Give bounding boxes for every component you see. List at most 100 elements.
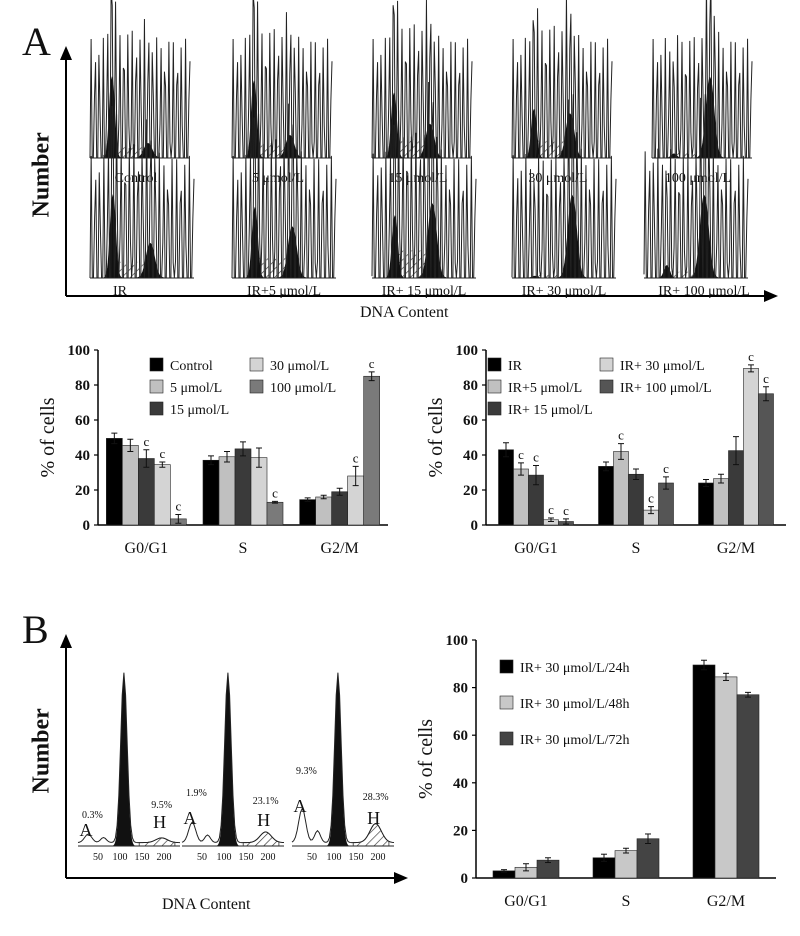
histogram-outline <box>89 0 191 159</box>
significance-marker: c <box>175 499 181 514</box>
histogram-row2 <box>371 81 477 279</box>
category-label: G2/M <box>707 893 745 910</box>
legend-swatch <box>499 659 514 674</box>
y-tick-label: 60 <box>75 413 90 429</box>
y-tick-label: 100 <box>446 633 469 649</box>
histogram-outline <box>511 94 617 279</box>
hist-tick-label: 150 <box>239 852 254 863</box>
panel-b-label: B <box>22 607 49 652</box>
y-tick-label: 40 <box>463 448 478 464</box>
histogram-label: 5 μmol/L <box>252 171 304 186</box>
legend-swatch <box>149 401 164 416</box>
y-tick-label: 0 <box>471 518 479 534</box>
histogram-label: 30 μmol/L <box>528 171 587 186</box>
hist-tick-label: 50 <box>197 852 207 863</box>
bar <box>628 473 644 526</box>
hyperploid-marker: H <box>367 808 380 828</box>
panel-a-dna-label: DNA Content <box>360 304 449 321</box>
hist-tick-label: 150 <box>349 852 364 863</box>
legend-swatch <box>599 357 614 372</box>
bar <box>758 393 774 526</box>
histogram-row1 <box>511 0 613 159</box>
significance-marker: c <box>663 461 669 476</box>
legend-swatch <box>249 379 264 394</box>
histogram-label: IR+ 30 μmol/L <box>522 284 607 299</box>
y-tick-label: 40 <box>75 448 90 464</box>
histogram-row2 <box>511 94 617 279</box>
panel-b-dna-label: DNA Content <box>162 896 251 913</box>
histogram-outline <box>89 105 195 279</box>
apoptosis-marker: A <box>80 820 93 840</box>
histogram-outline <box>231 0 333 159</box>
y-tick-label: 0 <box>461 871 469 887</box>
hist-tick-label: 50 <box>93 852 103 863</box>
legend-label: IR+ 30 μmol/L <box>620 359 705 374</box>
hyperploid-percent: 28.3% <box>363 792 389 803</box>
hist-tick-label: 100 <box>327 852 342 863</box>
legend-label: 30 μmol/L <box>270 359 329 374</box>
y-axis-arrow <box>60 634 72 648</box>
legend-swatch <box>499 695 514 710</box>
significance-marker: c <box>143 434 149 449</box>
category-label: G0/G1 <box>504 893 548 910</box>
histogram-label: IR+ 15 μmol/L <box>382 284 467 299</box>
apoptosis-percent: 9.3% <box>296 766 317 777</box>
hyperploid-marker: H <box>153 812 166 832</box>
significance-marker: c <box>648 491 654 506</box>
histogram-outline <box>77 672 181 844</box>
hyperploid-percent: 23.1% <box>253 796 279 807</box>
y-axis-arrow <box>60 46 72 60</box>
y-tick-label: 20 <box>453 823 468 839</box>
histogram-peak <box>112 676 135 846</box>
hist-tick-label: 150 <box>135 852 150 863</box>
significance-marker: c <box>369 356 375 371</box>
hist-tick-label: 200 <box>157 852 172 863</box>
bar <box>736 694 760 879</box>
histogram-outline <box>511 0 613 159</box>
y-tick-label: 20 <box>75 483 90 499</box>
significance-marker: c <box>533 450 539 465</box>
panel-a-histograms: Control 5 μmol/L 15 μmol/L 30 μmol/L 100 μmo… <box>60 0 778 302</box>
bar <box>743 368 759 526</box>
panel-a-label: A <box>22 19 51 64</box>
histogram-outline <box>231 103 337 279</box>
significance-marker: c <box>763 371 769 386</box>
legend-swatch <box>487 401 502 416</box>
y-tick-label: 40 <box>453 776 468 792</box>
bar <box>315 496 332 526</box>
bar <box>106 438 123 526</box>
y-tick-label: 60 <box>453 728 468 744</box>
histogram-row2 <box>89 105 195 279</box>
legend-label: 5 μmol/L <box>170 381 222 396</box>
y-tick-label: 80 <box>463 378 478 394</box>
histogram-outline <box>371 0 473 159</box>
bar <box>598 466 614 526</box>
category-label: G2/M <box>321 540 359 557</box>
significance-marker: c <box>618 428 624 443</box>
legend-swatch <box>599 379 614 394</box>
bar <box>154 464 171 526</box>
histogram-row1 <box>89 0 191 159</box>
significance-marker: c <box>272 485 278 500</box>
bar <box>513 468 529 526</box>
hist-tick-label: 100 <box>217 852 232 863</box>
histogram-row2 <box>643 94 749 279</box>
bar <box>614 850 638 879</box>
histogram-peak <box>326 676 349 846</box>
y-tick-label: 100 <box>68 343 91 359</box>
hist-tick-label: 200 <box>261 852 276 863</box>
category-label: S <box>239 540 248 557</box>
hyperploid-marker: H <box>257 810 270 830</box>
bar <box>202 459 220 526</box>
category-label: G0/G1 <box>125 540 169 557</box>
y-axis-label: % of cells <box>415 719 437 799</box>
y-axis-label: % of cells <box>37 397 59 477</box>
histogram-outline <box>643 94 749 279</box>
bar <box>122 445 139 526</box>
y-tick-label: 80 <box>453 681 468 697</box>
apoptosis-percent: 1.9% <box>186 788 207 799</box>
significance-marker: c <box>748 349 754 364</box>
histogram-label: IR+ 100 μmol/L <box>658 284 750 299</box>
